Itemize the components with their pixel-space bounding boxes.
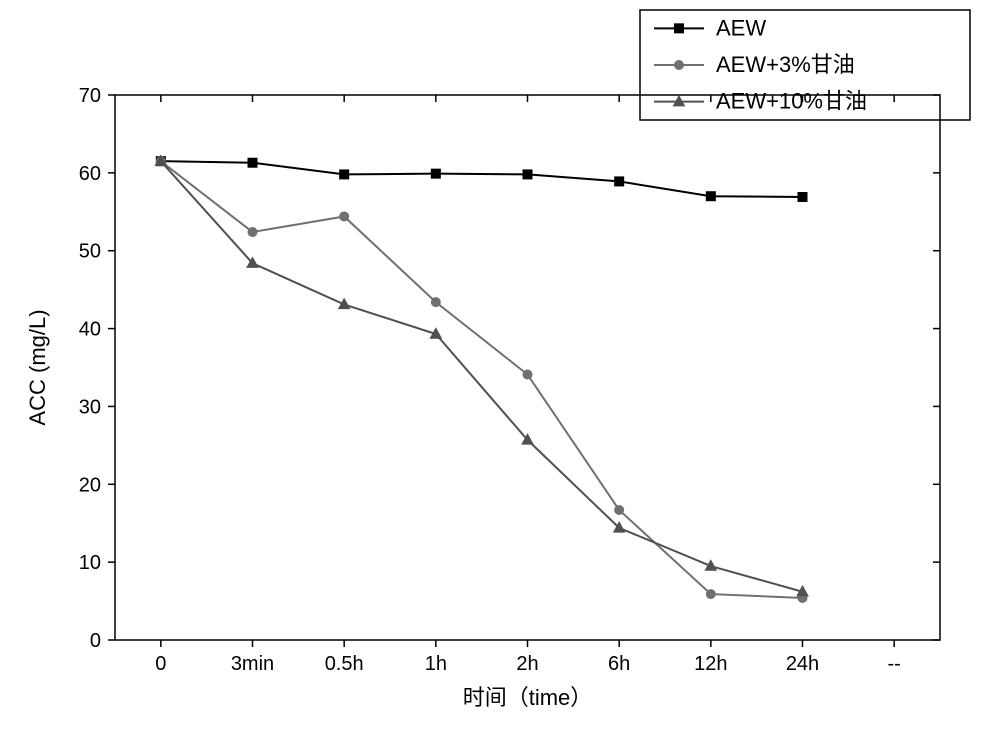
- svg-text:1h: 1h: [425, 653, 447, 675]
- svg-text:60: 60: [79, 163, 101, 185]
- svg-text:0: 0: [90, 630, 101, 652]
- svg-text:24h: 24h: [786, 653, 819, 675]
- line-chart: 0 3min 0.5h 1h 2h 6h 12h 24h -- 0 10 20 30 40 50 60 70 时间…: [0, 0, 1000, 738]
- svg-text:AEW+3%甘油: AEW+3%甘油: [716, 52, 855, 77]
- legend: AEW AEW+3%甘油 AEW+10%甘油: [640, 10, 970, 120]
- series-AEW+10%甘油: [155, 155, 808, 596]
- chart-container: 0 3min 0.5h 1h 2h 6h 12h 24h -- 0 10 20 30 40 50 60 70 时间…: [0, 0, 1000, 738]
- svg-text:2h: 2h: [516, 653, 538, 675]
- series-AEW+3%甘油: [156, 157, 807, 603]
- svg-text:AEW: AEW: [716, 15, 766, 40]
- svg-text:20: 20: [79, 474, 101, 496]
- svg-text:30: 30: [79, 396, 101, 418]
- svg-text:40: 40: [79, 319, 101, 341]
- svg-text:3min: 3min: [231, 653, 274, 675]
- svg-text:0: 0: [155, 653, 166, 675]
- svg-text:70: 70: [79, 85, 101, 107]
- svg-text:10: 10: [79, 552, 101, 574]
- svg-text:AEW+10%甘油: AEW+10%甘油: [716, 89, 867, 114]
- svg-text:0.5h: 0.5h: [325, 653, 364, 675]
- svg-text:ACC (mg/L): ACC (mg/L): [25, 309, 50, 425]
- svg-text:6h: 6h: [608, 653, 630, 675]
- svg-text:--: --: [888, 653, 901, 675]
- svg-text:50: 50: [79, 241, 101, 263]
- series-AEW: [156, 157, 807, 202]
- svg-text:时间（time）: 时间（time）: [463, 685, 593, 710]
- svg-text:12h: 12h: [694, 653, 727, 675]
